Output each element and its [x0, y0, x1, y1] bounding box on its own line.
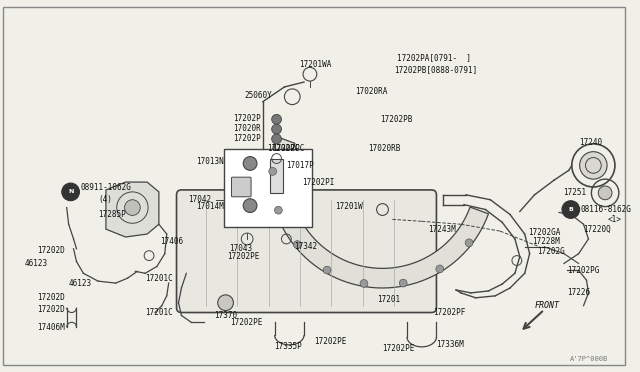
Text: 17406: 17406 — [160, 237, 183, 246]
Text: 17017P: 17017P — [286, 161, 314, 170]
Circle shape — [323, 266, 331, 274]
Text: 17202GA: 17202GA — [527, 228, 560, 237]
Text: 17226: 17226 — [567, 288, 590, 297]
Polygon shape — [106, 182, 159, 237]
Text: 17370: 17370 — [214, 311, 237, 320]
Text: <1>: <1> — [608, 215, 622, 224]
Text: 17202PB: 17202PB — [381, 115, 413, 124]
Text: 46123: 46123 — [24, 259, 47, 268]
Circle shape — [243, 199, 257, 212]
Bar — [223, 149, 312, 227]
Circle shape — [598, 186, 612, 200]
Text: 17202D: 17202D — [37, 305, 65, 314]
Circle shape — [465, 239, 473, 247]
Text: 17251: 17251 — [563, 188, 586, 198]
Text: 17202PC: 17202PC — [271, 144, 304, 153]
Text: 46123: 46123 — [68, 279, 92, 288]
Circle shape — [293, 241, 301, 248]
Text: 17202PE: 17202PE — [228, 252, 260, 261]
Text: 08116-8162G: 08116-8162G — [580, 205, 632, 214]
Text: 17201: 17201 — [378, 295, 401, 304]
Circle shape — [271, 115, 282, 124]
Text: 17201WA: 17201WA — [299, 60, 332, 69]
Circle shape — [62, 183, 79, 201]
Text: 17202PA[0791-  ]: 17202PA[0791- ] — [397, 53, 471, 62]
Circle shape — [580, 152, 607, 179]
Circle shape — [271, 124, 282, 134]
Text: 17202PG: 17202PG — [567, 266, 599, 275]
Text: 17020RB: 17020RB — [368, 144, 400, 153]
Text: 17220Q: 17220Q — [584, 225, 611, 234]
Text: B: B — [568, 207, 573, 212]
Text: 17336M: 17336M — [436, 340, 464, 349]
Text: 17201C: 17201C — [145, 274, 173, 283]
Text: 17014M: 17014M — [196, 202, 223, 211]
Polygon shape — [269, 137, 488, 288]
Circle shape — [275, 206, 282, 214]
Text: 17243M: 17243M — [429, 225, 456, 234]
Text: 17202PI: 17202PI — [302, 177, 335, 187]
Text: 17202D: 17202D — [37, 293, 65, 302]
Text: 17043: 17043 — [230, 244, 253, 253]
Text: 17202PE: 17202PE — [314, 337, 346, 346]
Text: 08911-1062G: 08911-1062G — [81, 183, 131, 192]
Text: 17342: 17342 — [294, 242, 317, 251]
Text: A'7P^000B: A'7P^000B — [570, 356, 608, 362]
Text: 25060Y: 25060Y — [245, 91, 273, 100]
Circle shape — [269, 167, 276, 175]
Text: 17202PF: 17202PF — [433, 308, 466, 317]
Text: 17042: 17042 — [188, 195, 211, 204]
Circle shape — [271, 134, 282, 144]
Text: 17202P: 17202P — [233, 114, 261, 123]
Circle shape — [360, 280, 368, 288]
Circle shape — [125, 200, 140, 215]
Text: 17202PE: 17202PE — [230, 318, 263, 327]
Circle shape — [243, 157, 257, 170]
Text: 17285P: 17285P — [98, 210, 126, 219]
Text: 17020R: 17020R — [233, 124, 261, 133]
Text: 17201W: 17201W — [335, 202, 363, 211]
Text: 17202G: 17202G — [538, 247, 565, 256]
Text: 17202PC: 17202PC — [267, 144, 299, 153]
Circle shape — [436, 265, 444, 273]
Text: 17406M: 17406M — [37, 323, 65, 332]
Circle shape — [399, 279, 407, 287]
Text: (4): (4) — [98, 195, 112, 204]
Text: 17201C: 17201C — [145, 308, 173, 317]
Text: 17202P: 17202P — [233, 134, 261, 144]
Circle shape — [562, 201, 580, 218]
Text: 17020RA: 17020RA — [355, 87, 387, 96]
Text: 17013N: 17013N — [196, 157, 223, 166]
Text: N: N — [68, 189, 74, 195]
Text: 17202D: 17202D — [37, 246, 65, 255]
Text: 17202PE: 17202PE — [383, 344, 415, 353]
FancyBboxPatch shape — [177, 190, 436, 312]
Bar — [269, 158, 284, 193]
Text: 17335P: 17335P — [275, 342, 302, 351]
FancyBboxPatch shape — [232, 177, 251, 197]
Text: FRONT: FRONT — [534, 301, 559, 310]
Text: 17240: 17240 — [579, 138, 602, 147]
Text: 17202PB[0888-0791]: 17202PB[0888-0791] — [394, 65, 477, 74]
Circle shape — [218, 295, 234, 311]
Text: 17228M: 17228M — [532, 237, 560, 246]
